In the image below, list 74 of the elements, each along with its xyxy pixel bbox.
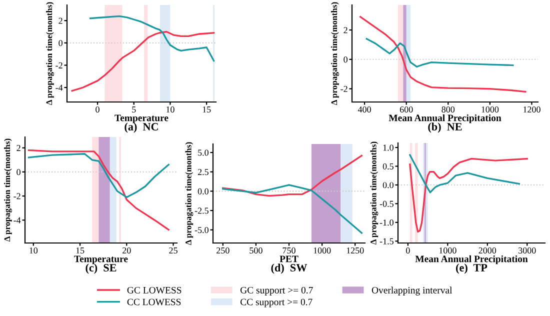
x-tick-label: 0 xyxy=(96,106,100,113)
x-tick-label: 400 xyxy=(358,106,371,113)
x-tick-label: 0 xyxy=(406,247,410,254)
y-axis-title: Δ propagation time(months) xyxy=(331,2,339,106)
y-tick-label: -2.5 xyxy=(194,208,208,214)
x-tick-label: 10 xyxy=(30,247,38,254)
y-tick-label: -2 xyxy=(340,86,348,92)
x-tick-label: 3000 xyxy=(518,247,536,254)
x-tick-label: 15 xyxy=(202,106,211,113)
text: (a) NC xyxy=(124,122,158,133)
y-tick-label: 0.5 xyxy=(382,163,394,170)
y-tick-label: -2 xyxy=(14,193,20,200)
text: (d) SW xyxy=(271,264,308,274)
y-tick-label: 2 xyxy=(16,144,20,151)
y-axis-title: Δ propagation time(months) xyxy=(4,138,12,242)
y-tick-label: 2 xyxy=(344,27,348,34)
x-tick-label: 1000 xyxy=(314,247,331,254)
x-axis-title: Temperature xyxy=(114,114,168,124)
y-tick-label: -1.0 xyxy=(380,220,394,226)
x-tick-label: 1000 xyxy=(439,247,456,254)
text: (b) NE xyxy=(428,122,462,133)
x-tick-label: 5 xyxy=(132,106,136,113)
y-tick-label: 5.0 xyxy=(198,150,208,156)
x-tick-label: 500 xyxy=(250,247,262,254)
y-tick-label: 2 xyxy=(58,18,62,24)
y-tick-label: -2 xyxy=(56,62,62,68)
x-tick-label: 25 xyxy=(169,247,178,254)
y-axis-title: Δ propagation time(months) xyxy=(370,142,378,245)
y-tick-label: 0 xyxy=(16,169,20,176)
x-axis-title: PET xyxy=(280,256,298,262)
x-axis-title: Mean Annual Precipitation xyxy=(388,114,502,124)
x-tick-label: 10 xyxy=(166,106,174,113)
legend-label: GC support >= 0.7 xyxy=(240,286,313,296)
line-series xyxy=(409,154,520,194)
y-tick-label: 0.0 xyxy=(382,182,394,188)
x-tick-label: 2000 xyxy=(478,247,496,254)
x-tick-label: 1000 xyxy=(482,106,499,113)
line-series xyxy=(366,38,514,68)
text: (c) SE xyxy=(86,264,116,274)
line-series xyxy=(360,16,526,93)
y-tick-label: -4 xyxy=(14,217,21,224)
x-tick-label: 800 xyxy=(442,106,455,113)
y-tick-label: -0.5 xyxy=(380,200,394,207)
x-tick-label: 250 xyxy=(216,247,230,254)
x-axis-title: Mean Annual Precipitation xyxy=(415,255,528,264)
line-series xyxy=(409,158,528,233)
x-tick-label: 15 xyxy=(76,247,84,254)
legend-label: CC support >= 0.7 xyxy=(240,298,312,308)
y-tick-label: 1.0 xyxy=(383,144,394,151)
x-tick-label: 600 xyxy=(400,106,413,113)
legend-label: Overlapping interval xyxy=(372,286,452,296)
y-tick-label: 0.0 xyxy=(198,188,208,194)
line-series xyxy=(28,153,170,198)
legend-label: CC LOWESS xyxy=(127,298,181,306)
line-series xyxy=(89,15,215,62)
legend-label: GC LOWESS xyxy=(127,286,182,294)
y-tick-label: -5.0 xyxy=(194,226,208,234)
y-tick-label: -1.5 xyxy=(380,238,394,244)
y-axis-title: Δ propagation time(months) xyxy=(185,142,194,246)
y-tick-label: 2.5 xyxy=(198,169,208,176)
x-tick-label: 750 xyxy=(282,247,296,254)
line-series xyxy=(222,154,363,197)
y-tick-label: 0 xyxy=(58,40,62,46)
x-tick-label: 1250 xyxy=(346,247,364,254)
line-series xyxy=(71,30,215,92)
y-axis-title: Δ propagation time(months) xyxy=(46,2,54,106)
x-tick-label: 20 xyxy=(122,247,131,254)
text: (e) TP xyxy=(456,264,488,274)
y-tick-label: -4 xyxy=(56,84,63,91)
y-tick-label: 0 xyxy=(344,56,348,63)
line-series xyxy=(222,184,363,234)
x-axis-title: Temperature xyxy=(74,256,128,264)
line-series xyxy=(28,149,170,231)
x-tick-label: 1200 xyxy=(523,106,540,113)
